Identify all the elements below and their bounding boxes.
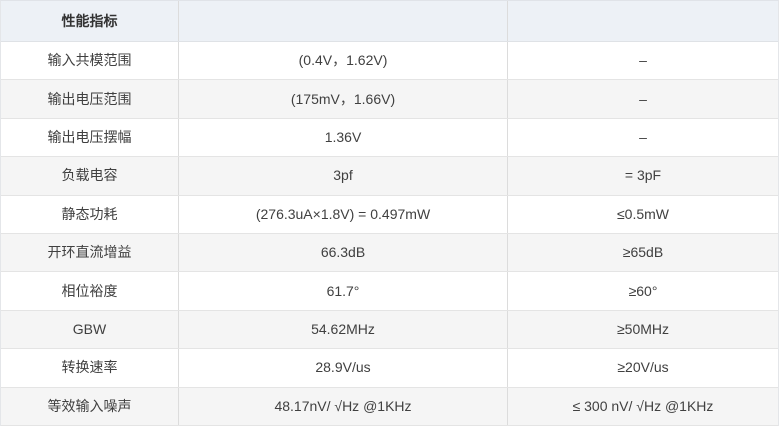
row-measured-value: 61.7° — [178, 272, 507, 310]
row-spec-value: ≤ 300 nV/ √Hz @1KHz — [507, 387, 778, 425]
row-measured-value: 48.17nV/ √Hz @1KHz — [178, 387, 507, 425]
table-body: 输入共模范围 (0.4V，1.62V) – 输出电压范围 (175mV，1.66… — [1, 42, 778, 426]
row-spec-value: ≤0.5mW — [507, 195, 778, 233]
performance-spec-table: 性能指标 输入共模范围 (0.4V，1.62V) – 输出电压范围 (175mV… — [0, 0, 779, 426]
header-cell-measured — [178, 1, 507, 41]
row-label: GBW — [72, 321, 107, 338]
row-spec-value: – — [507, 118, 778, 157]
table-row: 开环直流增益 66.3dB ≥65dB — [1, 233, 778, 273]
row-measured-value: 66.3dB — [178, 233, 507, 272]
table-row: GBW 54.62MHz ≥50MHz — [1, 310, 778, 350]
row-label: 开环直流增益 — [47, 244, 132, 261]
table-row: 静态功耗 (276.3uA×1.8V) = 0.497mW ≤0.5mW — [1, 195, 778, 234]
row-label: 输出电压范围 — [47, 90, 132, 107]
table-row: 等效输入噪声 48.17nV/ √Hz @1KHz ≤ 300 nV/ √Hz … — [1, 387, 778, 426]
table-row: 相位裕度 61.7° ≥60° — [1, 272, 778, 311]
row-measured-value: 54.62MHz — [178, 310, 507, 349]
header-cell-metric: 性能指标 — [61, 12, 118, 29]
row-measured-value: 28.9V/us — [178, 349, 507, 387]
table-row: 输出电压范围 (175mV，1.66V) – — [1, 80, 778, 119]
row-label: 静态功耗 — [61, 205, 118, 222]
row-spec-value: – — [507, 42, 778, 80]
row-label: 输入共模范围 — [47, 52, 132, 69]
row-measured-value: 3pf — [178, 157, 507, 195]
row-spec-value: – — [507, 80, 778, 118]
row-spec-value: = 3pF — [507, 157, 778, 195]
table-header-row: 性能指标 — [1, 1, 778, 42]
row-spec-value: ≥65dB — [507, 233, 778, 272]
row-label: 相位裕度 — [61, 282, 118, 299]
row-spec-value: ≥60° — [507, 272, 778, 310]
row-label: 负载电容 — [61, 167, 118, 184]
table-row: 负载电容 3pf = 3pF — [1, 157, 778, 196]
row-label: 转换速率 — [61, 359, 118, 376]
row-label: 输出电压摆幅 — [47, 129, 132, 146]
row-measured-value: (0.4V，1.62V) — [178, 42, 507, 80]
header-cell-spec — [507, 1, 778, 41]
row-measured-value: 1.36V — [178, 118, 507, 157]
table-row: 转换速率 28.9V/us ≥20V/us — [1, 349, 778, 388]
row-spec-value: ≥20V/us — [507, 349, 778, 387]
table-row: 输出电压摆幅 1.36V – — [1, 118, 778, 158]
row-spec-value: ≥50MHz — [507, 310, 778, 349]
row-measured-value: (276.3uA×1.8V) = 0.497mW — [178, 195, 507, 233]
row-label: 等效输入噪声 — [47, 397, 132, 414]
table-row: 输入共模范围 (0.4V，1.62V) – — [1, 42, 778, 81]
row-measured-value: (175mV，1.66V) — [178, 80, 507, 118]
